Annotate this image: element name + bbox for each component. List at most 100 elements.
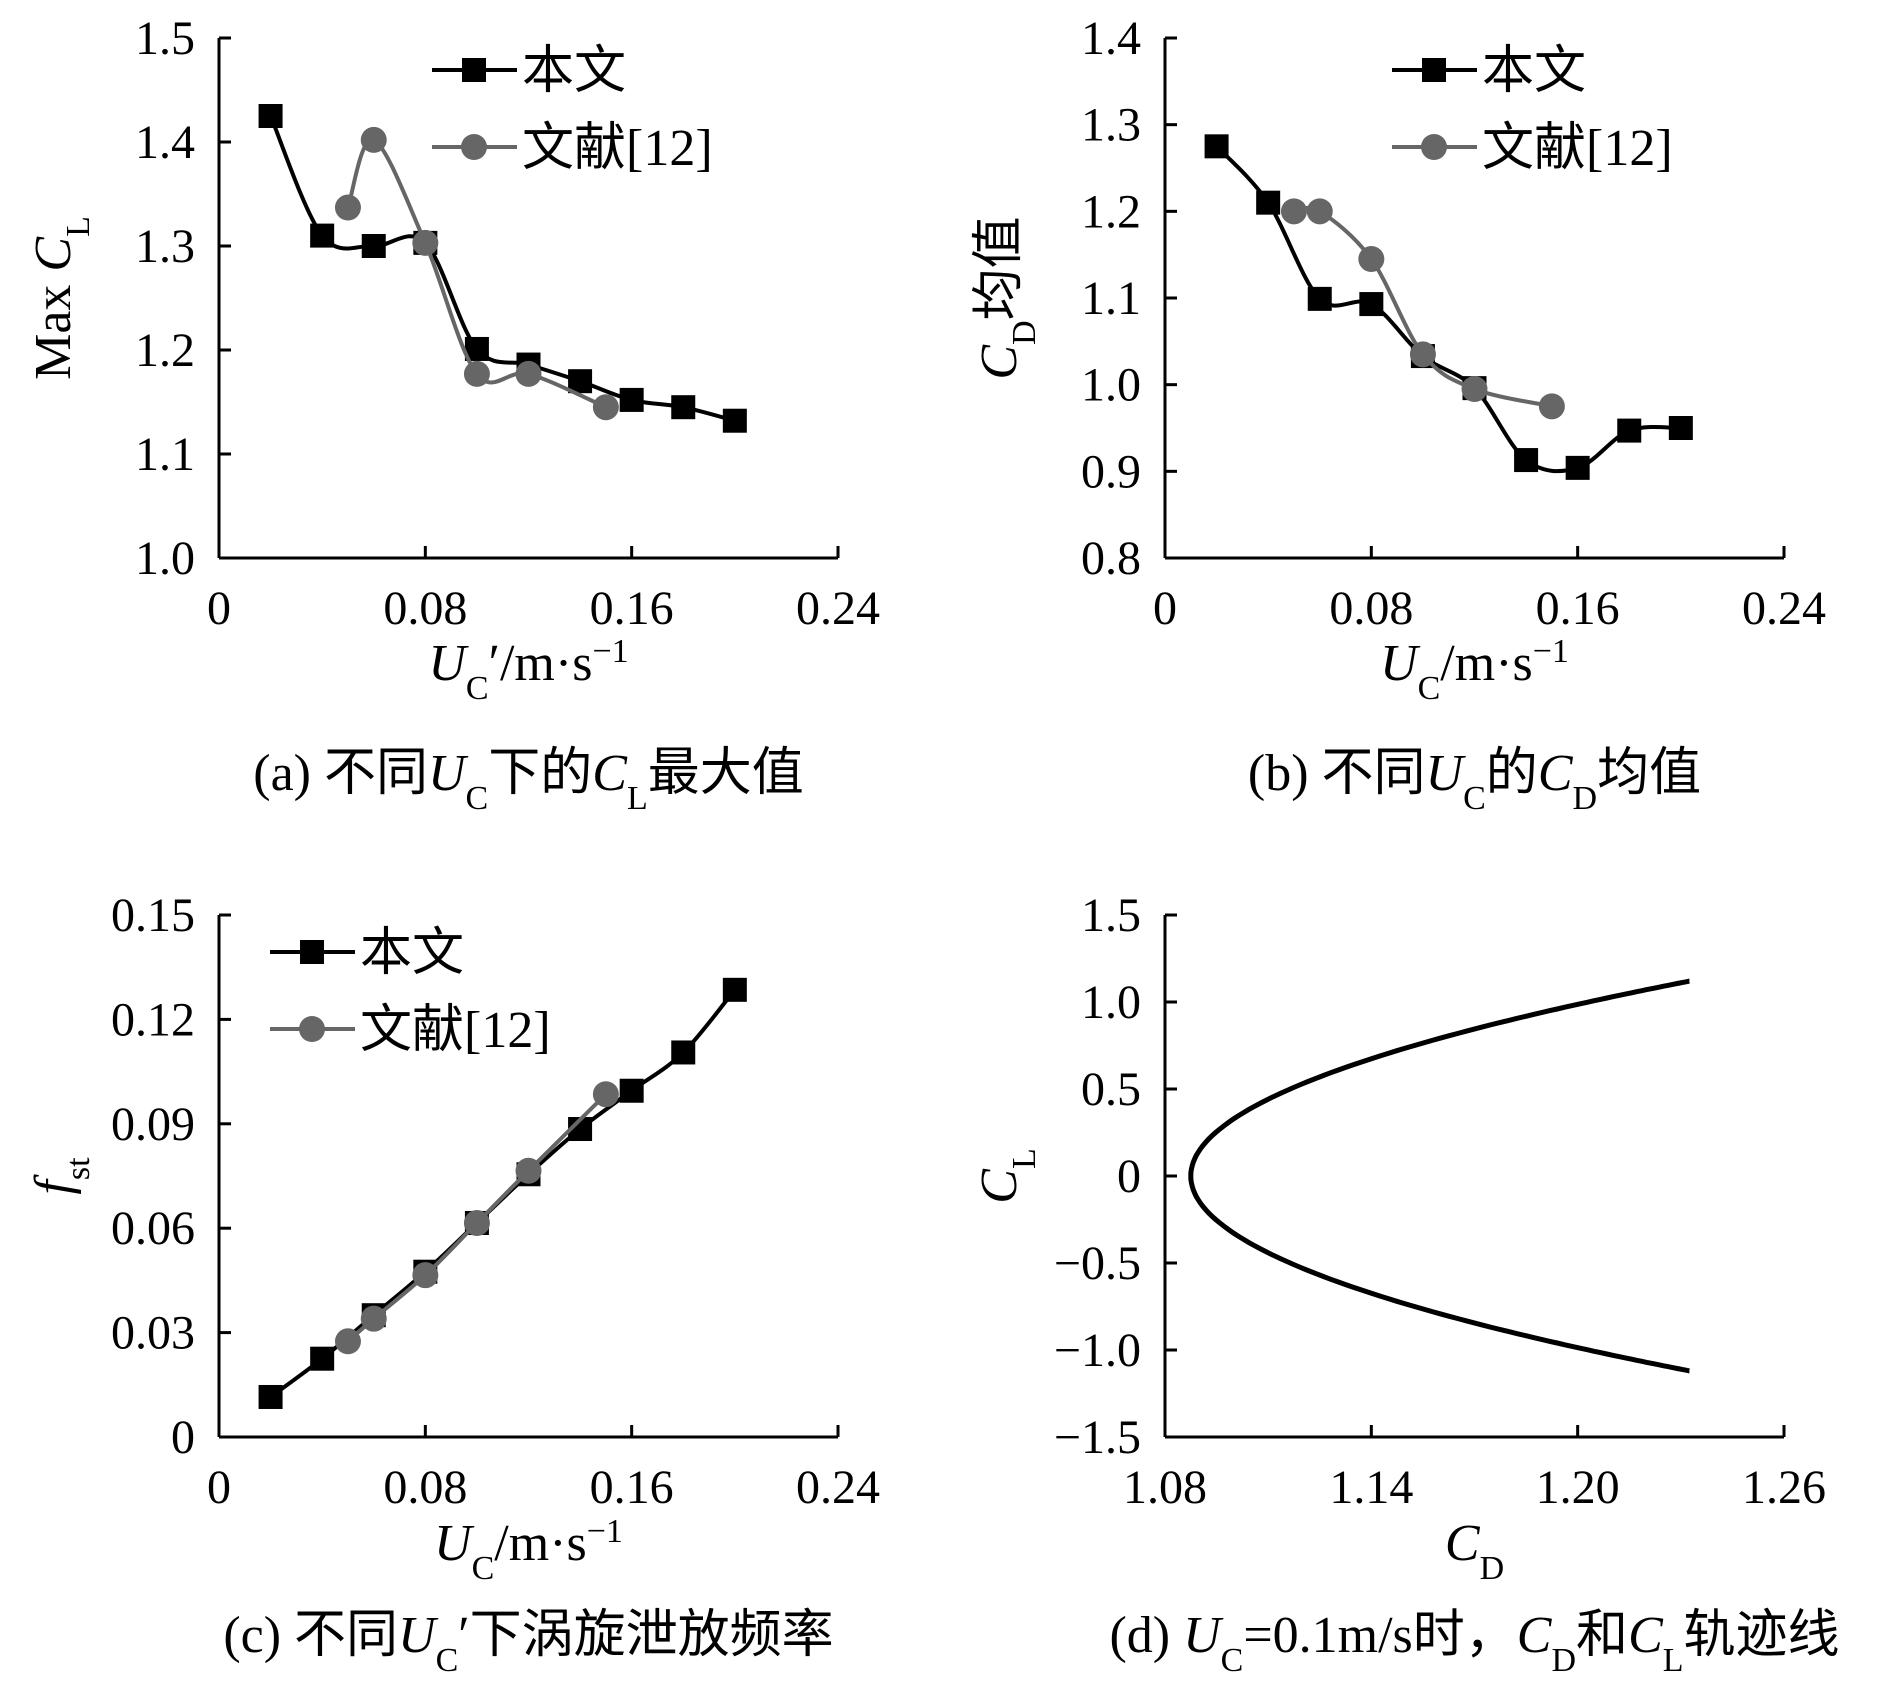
caption-subscript: C bbox=[436, 1642, 459, 1679]
data-point-circle bbox=[1280, 198, 1307, 225]
caption-subscript-2: L bbox=[627, 780, 648, 817]
x-label-subscript: C bbox=[472, 1550, 495, 1587]
x-tick-label: 1.08 bbox=[1123, 1461, 1207, 1514]
data-point-square bbox=[310, 1346, 335, 1371]
data-point-square bbox=[619, 1078, 644, 1103]
legend-label: 本文 bbox=[522, 43, 626, 100]
x-tick-label: 0 bbox=[207, 1461, 231, 1514]
chart-caption: (d) UC=0.1m/s时，CD和CL轨迹线 bbox=[1109, 1607, 1839, 1679]
data-point-square bbox=[619, 387, 644, 412]
data-point-square bbox=[671, 395, 696, 420]
data-point-circle bbox=[412, 1262, 439, 1289]
y-label-prefix: Max bbox=[25, 272, 82, 380]
data-point-square bbox=[671, 1040, 696, 1065]
y-tick-label: −1.5 bbox=[1054, 1411, 1141, 1464]
y-tick-label: 1.1 bbox=[1081, 272, 1141, 325]
x-label-symbol: U bbox=[428, 635, 469, 692]
y-axis-label: CD均值 bbox=[971, 216, 1043, 379]
x-tick-label: 0.08 bbox=[1329, 582, 1413, 635]
x-label-unit: /m·s bbox=[494, 1515, 586, 1572]
legend-label: 本文 bbox=[360, 925, 464, 982]
y-axis-label: fst bbox=[25, 1157, 97, 1195]
y-tick-label: 0.8 bbox=[1081, 532, 1141, 585]
y-axis-label: Max CL bbox=[25, 216, 97, 380]
caption-prefix: (b) 不同 bbox=[1248, 745, 1426, 802]
data-point-circle bbox=[592, 1081, 619, 1108]
chart-caption: (a) 不同UC下的CL最大值 bbox=[253, 745, 803, 817]
y-tick-label: 1.0 bbox=[1081, 976, 1141, 1029]
y-tick-label: 0 bbox=[171, 1411, 195, 1464]
caption-symbol: U bbox=[428, 745, 469, 802]
x-label-unit: /m·s bbox=[500, 635, 592, 692]
y-label-subscript: st bbox=[60, 1157, 97, 1180]
y-tick-label: 0.9 bbox=[1081, 445, 1141, 498]
data-point-square bbox=[1256, 190, 1281, 215]
x-label-symbol: C bbox=[1445, 1515, 1481, 1572]
y-label-symbol: C bbox=[25, 236, 82, 272]
y-tick-label: 1.0 bbox=[1081, 359, 1141, 412]
data-point-circle bbox=[360, 1305, 387, 1332]
y-tick-label: 0.5 bbox=[1081, 1063, 1141, 1116]
data-point-square bbox=[361, 234, 386, 258]
data-point-circle bbox=[1306, 198, 1333, 225]
y-tick-label: 1.5 bbox=[1081, 889, 1141, 942]
x-tick-label: 1.14 bbox=[1329, 1461, 1413, 1514]
x-tick-label: 0.16 bbox=[1536, 582, 1620, 635]
x-tick-label: 0.24 bbox=[1742, 582, 1826, 635]
x-label-subscript: C bbox=[1418, 670, 1441, 707]
legend-marker-circle bbox=[1421, 134, 1447, 160]
x-tick-label: 0.16 bbox=[590, 1461, 674, 1514]
x-axis-label: UC/m·s−1 bbox=[1380, 633, 1569, 707]
y-tick-label: 0.03 bbox=[111, 1307, 195, 1360]
x-tick-label: 0 bbox=[207, 582, 231, 635]
chart-caption: (b) 不同UC的CD均值 bbox=[1248, 745, 1701, 817]
legend-label: 本文 bbox=[1482, 43, 1586, 100]
y-tick-label: 1.4 bbox=[135, 116, 195, 169]
data-point-circle bbox=[360, 126, 387, 153]
x-label-unit: /m·s bbox=[1440, 635, 1532, 692]
y-label-subscript: L bbox=[1006, 1148, 1043, 1169]
y-tick-label: 0 bbox=[1117, 1150, 1141, 1203]
data-point-square bbox=[568, 369, 593, 394]
caption-subscript-3: L bbox=[1663, 1642, 1684, 1679]
x-tick-label: 0.24 bbox=[796, 1461, 880, 1514]
data-point-circle bbox=[334, 194, 361, 221]
y-tick-label: 0.06 bbox=[111, 1202, 195, 1255]
y-axis-label-group: Max CL bbox=[25, 216, 97, 380]
caption-mid-2: 和 bbox=[1576, 1607, 1628, 1664]
x-label-superscript: −1 bbox=[587, 1513, 623, 1550]
caption-suffix: 轨迹线 bbox=[1684, 1607, 1840, 1664]
y-tick-label: −1.0 bbox=[1054, 1324, 1141, 1377]
data-point-circle bbox=[463, 360, 490, 387]
y-tick-label: 0.09 bbox=[111, 1098, 195, 1151]
legend-marker-circle bbox=[299, 1016, 325, 1042]
legend-marker-square bbox=[462, 58, 486, 82]
data-point-square bbox=[722, 977, 747, 1002]
series-line-ours bbox=[1215, 144, 1681, 474]
chart-panel-b: 0 0.08 0.16 0.240.80.91.01.11.21.31.4UC/m·s… bbox=[971, 12, 1826, 817]
data-point-square bbox=[1668, 416, 1693, 440]
data-point-circle bbox=[463, 1209, 490, 1236]
x-tick-label: 0 bbox=[1153, 582, 1177, 635]
x-label-superscript: −1 bbox=[592, 633, 628, 670]
caption-subscript-2: D bbox=[1573, 780, 1598, 817]
y-tick-label: 1.2 bbox=[135, 324, 195, 377]
y-label-symbol: C bbox=[971, 344, 1028, 380]
data-point-square bbox=[1514, 448, 1539, 473]
caption-suffix: 下涡旋泄放频率 bbox=[470, 1607, 834, 1664]
caption-symbol-2: C bbox=[592, 745, 628, 802]
x-label-symbol: U bbox=[434, 1515, 475, 1572]
data-point-circle bbox=[1461, 376, 1488, 402]
y-tick-label: 1.5 bbox=[135, 12, 195, 65]
y-tick-label: 1.4 bbox=[1081, 12, 1141, 65]
data-point-square bbox=[1617, 418, 1642, 443]
data-point-square bbox=[1359, 292, 1384, 317]
y-label-symbol: C bbox=[971, 1168, 1028, 1204]
data-point-circle bbox=[412, 229, 439, 256]
x-tick-label: 0.16 bbox=[590, 582, 674, 635]
y-tick-label: 0.12 bbox=[111, 993, 195, 1046]
chart-panel-a: 0 0.08 0.16 0.241.01.11.21.31.41.5UC′/m·s−1… bbox=[25, 12, 880, 817]
data-point-circle bbox=[515, 360, 542, 387]
caption-subscript-2: D bbox=[1551, 1642, 1576, 1679]
